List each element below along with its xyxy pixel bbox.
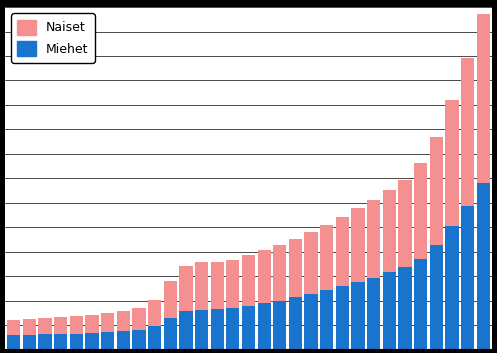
Bar <box>367 200 380 277</box>
Bar <box>22 319 36 335</box>
Bar <box>101 332 114 349</box>
Bar <box>430 245 443 349</box>
Bar <box>461 206 475 349</box>
Bar <box>383 190 396 273</box>
Bar <box>305 294 318 349</box>
Bar <box>320 225 333 291</box>
Bar <box>257 303 271 349</box>
Bar <box>38 334 52 349</box>
Bar <box>477 184 490 349</box>
Bar <box>117 331 130 349</box>
Bar <box>399 180 412 267</box>
Bar <box>477 14 490 184</box>
Bar <box>289 239 302 297</box>
Bar <box>85 333 98 349</box>
Bar <box>351 282 365 349</box>
Bar <box>101 313 114 332</box>
Bar <box>148 326 161 349</box>
Bar <box>445 100 459 226</box>
Bar <box>117 311 130 331</box>
Bar <box>320 291 333 349</box>
Bar <box>367 277 380 349</box>
Bar <box>38 318 52 334</box>
Bar <box>414 259 427 349</box>
Bar <box>70 316 83 334</box>
Bar <box>164 318 177 349</box>
Bar <box>132 330 146 349</box>
Bar <box>164 281 177 318</box>
Bar <box>54 334 67 349</box>
Bar <box>195 262 208 310</box>
Bar <box>336 217 349 286</box>
Bar <box>211 262 224 309</box>
Bar <box>195 310 208 349</box>
Bar <box>242 306 255 349</box>
Bar <box>351 208 365 282</box>
Bar <box>336 286 349 349</box>
Bar <box>179 311 192 349</box>
Bar <box>273 245 286 301</box>
Bar <box>383 273 396 349</box>
Bar <box>399 267 412 349</box>
Bar <box>7 319 20 335</box>
Bar <box>148 300 161 326</box>
Bar <box>7 335 20 349</box>
Bar <box>179 265 192 311</box>
Bar <box>242 255 255 306</box>
Bar <box>211 309 224 349</box>
Bar <box>85 315 98 333</box>
Bar <box>414 163 427 259</box>
Bar <box>289 297 302 349</box>
Bar <box>22 335 36 349</box>
Bar <box>430 137 443 245</box>
Bar <box>132 308 146 330</box>
Bar <box>257 250 271 303</box>
Bar <box>70 334 83 349</box>
Bar <box>273 301 286 349</box>
Bar <box>226 309 240 349</box>
Bar <box>54 317 67 334</box>
Bar <box>226 261 240 309</box>
Bar <box>305 232 318 294</box>
Legend: Naiset, Miehet: Naiset, Miehet <box>11 13 95 62</box>
Bar <box>445 226 459 349</box>
Bar <box>461 58 475 206</box>
